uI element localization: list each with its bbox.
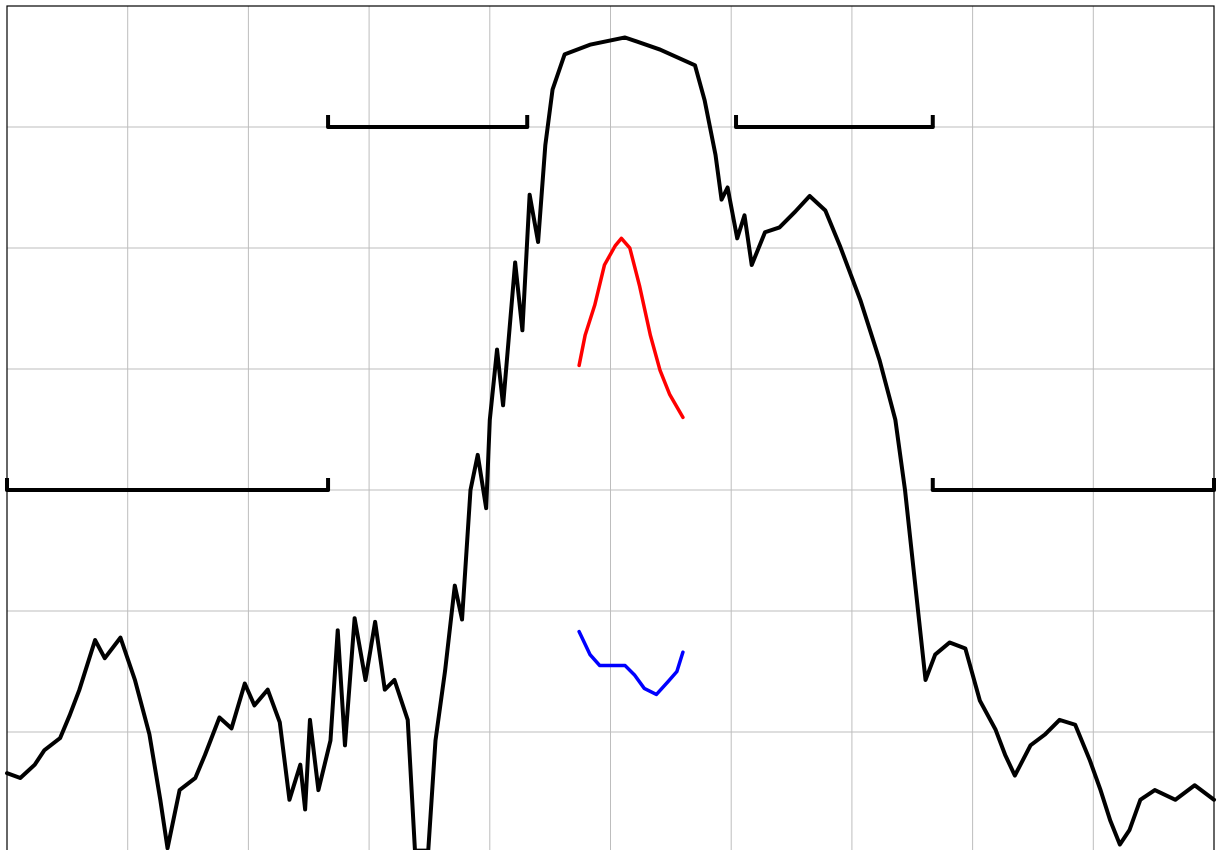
trace-line <box>5 35 1216 850</box>
trace-line <box>577 629 685 697</box>
trace-line <box>577 236 685 420</box>
plot-frame <box>6 5 1215 850</box>
